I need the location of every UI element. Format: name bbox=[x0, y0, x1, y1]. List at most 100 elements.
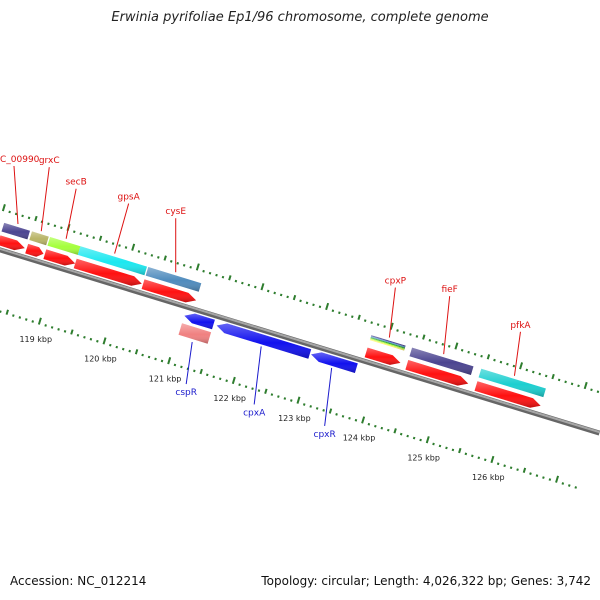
upper-tick-mark bbox=[14, 212, 18, 216]
lower-tick-mark bbox=[542, 476, 545, 479]
map-title: Erwinia pyrifoliae Ep1/96 chromosome, co… bbox=[111, 10, 489, 25]
lower-tick-mark bbox=[167, 357, 172, 365]
lower-tick-mark bbox=[251, 387, 254, 391]
upper-tick-mark bbox=[331, 309, 335, 313]
lower-tick-mark bbox=[290, 399, 293, 402]
upper-tick-mark bbox=[150, 254, 154, 257]
scale-label: 125 kbp bbox=[407, 453, 440, 462]
upper-tick-mark bbox=[532, 370, 535, 374]
gene-pfka-cds-arrow-shade bbox=[474, 381, 541, 408]
upper-tick-mark bbox=[21, 214, 24, 218]
gene-pfka-band-shade bbox=[478, 368, 546, 398]
lower-tick-mark bbox=[18, 316, 22, 319]
upper-tick-mark bbox=[376, 323, 380, 326]
lower-tick-mark bbox=[193, 369, 196, 373]
lower-tick-mark bbox=[283, 397, 287, 400]
upper-tick-mark bbox=[460, 348, 464, 352]
lower-tick-mark bbox=[218, 377, 222, 381]
lower-tick-mark bbox=[348, 416, 351, 420]
gene-gpsa-band-shade bbox=[77, 246, 147, 276]
lower-tick-mark bbox=[393, 428, 397, 434]
upper-tick-mark bbox=[590, 388, 593, 392]
lower-tick-mark bbox=[264, 388, 268, 394]
gene-cpxp-label: cpxP bbox=[385, 277, 407, 287]
lower-tick-mark bbox=[458, 447, 462, 454]
upper-tick-mark bbox=[292, 294, 297, 301]
lower-tick-mark bbox=[37, 317, 42, 325]
lower-tick-mark bbox=[425, 436, 430, 444]
upper-tick-mark bbox=[305, 301, 309, 305]
lower-tick-mark bbox=[257, 389, 261, 392]
lower-tick-mark bbox=[160, 359, 164, 363]
lower-tick-mark bbox=[238, 383, 241, 387]
lower-tick-mark bbox=[134, 349, 139, 355]
upper-tick-mark bbox=[525, 368, 529, 372]
gene-cpxa-cds-arrow-shade bbox=[216, 323, 312, 359]
lower-tick-mark bbox=[568, 484, 571, 487]
upper-tick-mark bbox=[234, 279, 238, 283]
upper-tick-mark bbox=[557, 378, 561, 382]
lower-tick-mark bbox=[76, 333, 80, 337]
upper-tick-mark bbox=[499, 360, 503, 364]
gene-gpsa-label: gpsA bbox=[117, 193, 140, 203]
upper-tick-mark bbox=[519, 362, 524, 370]
upper-tick-mark bbox=[208, 271, 212, 275]
gene-cpxp-band-shade bbox=[371, 335, 406, 347]
gene-cspr-leader bbox=[185, 342, 193, 385]
lower-tick-mark bbox=[147, 355, 151, 359]
lower-tick-mark bbox=[31, 320, 35, 323]
gene-cpxa-leader bbox=[253, 346, 262, 405]
upper-tick-mark bbox=[422, 334, 426, 340]
lower-tick-mark bbox=[115, 345, 119, 349]
gene-cpxa-label: cpxA bbox=[243, 408, 266, 418]
lower-tick-mark bbox=[102, 337, 107, 345]
lower-tick-mark bbox=[432, 442, 435, 446]
lower-tick-mark bbox=[555, 475, 560, 483]
upper-tick-mark bbox=[415, 335, 419, 338]
gene-cpxp-band-shade bbox=[370, 337, 405, 349]
upper-tick-mark bbox=[402, 331, 406, 334]
upper-tick-mark bbox=[435, 341, 438, 344]
lower-tick-mark bbox=[24, 318, 28, 321]
upper-tick-mark bbox=[241, 281, 244, 285]
lower-tick-mark bbox=[386, 428, 390, 432]
gene-cpxp-band-shade bbox=[370, 338, 405, 350]
lower-tick-mark bbox=[406, 434, 409, 438]
upper-tick-mark bbox=[409, 333, 412, 336]
gene-secb-leader bbox=[65, 188, 77, 239]
upper-tick-mark bbox=[544, 374, 548, 378]
lower-tick-mark bbox=[296, 396, 301, 404]
backbone-highlight bbox=[0, 247, 600, 434]
upper-tick-mark bbox=[273, 291, 276, 295]
upper-tick-mark bbox=[447, 344, 451, 348]
gene-epc-00990-label: EpC_00990 bbox=[0, 155, 40, 165]
upper-tick-mark bbox=[512, 364, 516, 368]
gene-epc-00990-leader bbox=[13, 165, 19, 225]
lower-tick-mark bbox=[302, 403, 306, 406]
upper-tick-mark bbox=[480, 354, 483, 358]
lower-tick-mark bbox=[399, 432, 403, 436]
upper-tick-mark bbox=[260, 283, 265, 291]
upper-tick-mark bbox=[118, 244, 121, 247]
lower-tick-mark bbox=[83, 335, 86, 339]
lower-tick-mark bbox=[509, 466, 513, 470]
lower-tick-mark bbox=[516, 468, 519, 472]
upper-tick-mark bbox=[344, 313, 348, 317]
upper-tick-mark bbox=[383, 325, 386, 328]
upper-tick-mark bbox=[247, 283, 251, 287]
lower-tick-mark bbox=[70, 329, 74, 335]
gene-pfka-leader bbox=[513, 331, 521, 376]
upper-tick-mark bbox=[357, 314, 361, 321]
gene-cyse-cds-arrow-shade bbox=[141, 279, 197, 303]
upper-tick-mark bbox=[53, 224, 57, 228]
upper-tick-mark bbox=[202, 269, 205, 273]
upper-tick-mark bbox=[182, 263, 186, 267]
lower-tick-mark bbox=[335, 413, 338, 416]
lower-tick-mark bbox=[574, 486, 578, 489]
scale-label: 121 kbp bbox=[149, 374, 182, 383]
lower-tick-mark bbox=[361, 416, 366, 424]
upper-tick-mark bbox=[279, 293, 283, 297]
upper-tick-mark bbox=[286, 295, 289, 299]
lower-tick-mark bbox=[548, 478, 552, 481]
lower-tick-mark bbox=[5, 309, 9, 315]
